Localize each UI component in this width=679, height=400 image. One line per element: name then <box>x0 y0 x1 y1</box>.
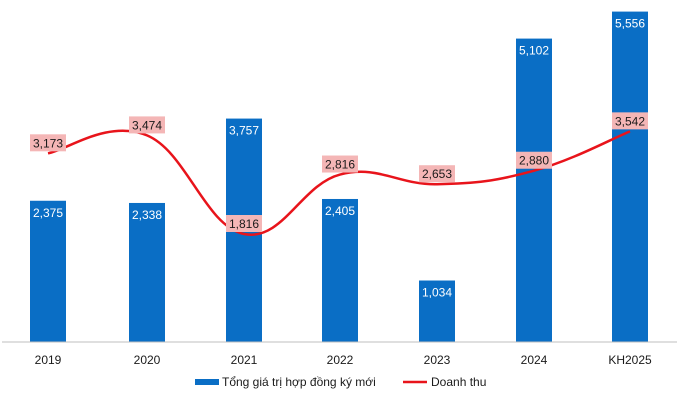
x-tick-label: 2020 <box>134 353 161 367</box>
x-tick-label: 2024 <box>521 353 548 367</box>
bar-value-label: 2,405 <box>325 204 355 218</box>
bar-value-label: 5,102 <box>519 44 549 58</box>
revenue-line <box>47 129 631 236</box>
legend-bar-swatch <box>195 379 219 385</box>
line-label-box <box>322 155 358 173</box>
line-value-label: 2,880 <box>519 154 549 168</box>
bar-value-label: 3,757 <box>229 124 259 138</box>
x-tick-label: 2022 <box>327 353 354 367</box>
bar-value-label: 5,556 <box>615 17 645 31</box>
line-label-box <box>30 134 66 152</box>
line-series: 3,173 3,474 1,816 2,816 2,653 2,880 3,542 <box>30 112 648 236</box>
line-label-box <box>612 112 648 130</box>
bar-series: 2,375 2,338 3,757 2,405 1,034 5,102 5,556 <box>30 11 648 343</box>
line-label-box <box>516 151 552 169</box>
bar <box>419 280 455 342</box>
line-value-label: 2,816 <box>325 158 355 172</box>
bar-value-label: 2,375 <box>33 206 63 220</box>
line-value-label: 3,173 <box>33 136 63 150</box>
line-label-box <box>226 215 262 233</box>
legend-bar-label: Tổng giá trị hợp đồng ký mới <box>222 375 376 389</box>
line-value-label: 3,542 <box>615 114 645 128</box>
x-tick-label: 2021 <box>231 353 258 367</box>
bar <box>30 200 66 342</box>
bar-value-label: 2,338 <box>132 208 162 222</box>
x-tick-label: 2023 <box>424 353 451 367</box>
bar <box>322 198 358 342</box>
legend: Tổng giá trị hợp đồng ký mới Doanh thu <box>195 375 486 389</box>
line-value-label: 2,653 <box>422 167 452 181</box>
bar <box>516 38 552 343</box>
legend-line-label: Doanh thu <box>431 375 486 389</box>
line-label-box <box>129 116 165 134</box>
x-tick-label: 2019 <box>35 353 62 367</box>
x-axis-ticks: 2019 2020 2021 2022 2023 2024 KH2025 <box>35 353 652 367</box>
bar <box>612 11 648 343</box>
line-label-box <box>419 165 455 183</box>
line-value-label: 3,474 <box>132 118 162 132</box>
bar-value-label: 1,034 <box>422 286 452 300</box>
line-value-label: 1,816 <box>229 217 259 231</box>
x-tick-label: KH2025 <box>608 353 652 367</box>
bar <box>129 202 165 342</box>
